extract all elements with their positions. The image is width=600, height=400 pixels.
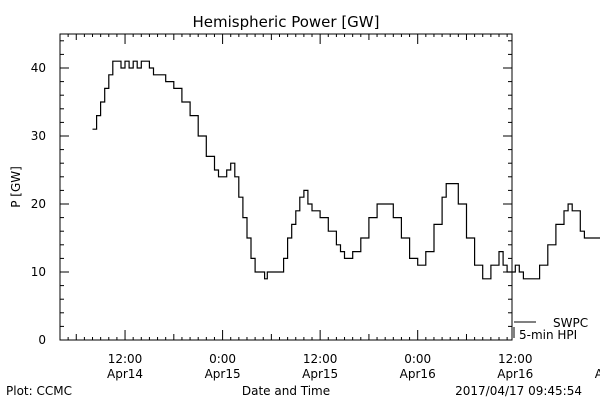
y-tick-label: 0 — [38, 333, 46, 347]
legend-swpc-label: SWPC — [553, 316, 588, 330]
plot-credit: Plot: CCMC — [6, 384, 72, 398]
chart-title: Hemispheric Power [GW] — [193, 13, 380, 31]
x-tick-time-label: 0:00 — [404, 352, 431, 366]
x-tick-time-label: 12:00 — [108, 352, 143, 366]
x-axis-label: Date and Time — [242, 384, 330, 398]
x-tick-date-label: Apr16 — [400, 367, 436, 381]
y-axis: 0 10 20 30 40 — [31, 40, 512, 347]
x-tick-date-label: Apr15 — [205, 367, 241, 381]
y-tick-label: 30 — [31, 129, 46, 143]
x-tick-time-label: 0:00 — [209, 352, 236, 366]
y-tick-label: 20 — [31, 197, 46, 211]
y-tick-label: 10 — [31, 265, 46, 279]
x-tick-time-label: 12:00 — [498, 352, 533, 366]
x-tick-date-label: Apr16 — [497, 367, 533, 381]
x-tick-date-label: Apr17 — [595, 367, 600, 381]
x-axis: 12:00Apr140:00Apr1512:00Apr150:00Apr1612… — [59, 34, 600, 381]
legend-hpi-label: 5-min HPI — [519, 328, 577, 342]
x-tick-date-label: Apr14 — [107, 367, 143, 381]
x-tick-time-label: 12:00 — [303, 352, 338, 366]
hemispheric-power-line — [92, 60, 600, 280]
plot-frame — [59, 33, 513, 341]
y-tick-label: 40 — [31, 61, 46, 75]
y-axis-label: P [GW] — [9, 166, 23, 208]
plot-timestamp: 2017/04/17 09:45:54 — [455, 384, 582, 398]
x-tick-date-label: Apr15 — [302, 367, 338, 381]
legend: SWPC 5-min HPI — [513, 316, 588, 342]
